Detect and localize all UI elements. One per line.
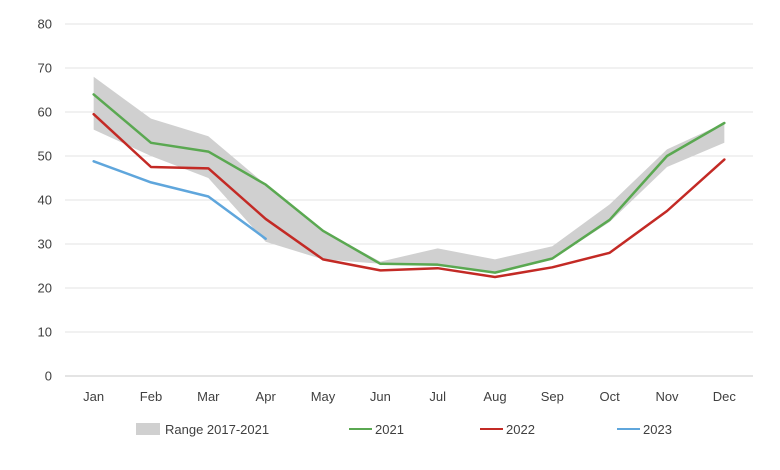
x-tick-label: Feb — [140, 389, 162, 404]
series-line-2022 — [92, 112, 726, 279]
legend-label-2021: 2021 — [375, 422, 404, 437]
legend-label-2022: 2022 — [506, 422, 535, 437]
legend: Range 2017-2021 2021 2022 2023 — [136, 422, 672, 437]
y-tick-label: 50 — [38, 149, 52, 164]
x-tick-label: Nov — [655, 389, 679, 404]
legend-swatch-range — [136, 423, 160, 435]
x-tick-label: Jul — [429, 389, 446, 404]
y-tick-label: 70 — [38, 61, 52, 76]
x-tick-label: Sep — [541, 389, 564, 404]
legend-label-2023: 2023 — [643, 422, 672, 437]
x-tick-label: Dec — [713, 389, 737, 404]
x-tick-label: Jan — [83, 389, 104, 404]
y-tick-label: 40 — [38, 193, 52, 208]
x-tick-label: Oct — [600, 389, 621, 404]
y-tick-label: 60 — [38, 105, 52, 120]
series-line-2021 — [92, 93, 726, 274]
range-band — [93, 76, 725, 273]
x-tick-label: Apr — [256, 389, 277, 404]
y-tick-label: 10 — [38, 325, 52, 340]
x-axis: Jan Feb Mar Apr May Jun Jul Aug Sep Oct Nov Dec — [83, 389, 736, 404]
gridlines — [65, 23, 753, 377]
x-tick-label: Aug — [483, 389, 506, 404]
y-tick-label: 30 — [38, 237, 52, 252]
x-tick-label: Jun — [370, 389, 391, 404]
legend-label-range: Range 2017-2021 — [165, 422, 269, 437]
y-tick-label: 20 — [38, 281, 52, 296]
series-line-2023 — [92, 160, 267, 240]
x-tick-label: Mar — [197, 389, 220, 404]
y-tick-label: 80 — [38, 17, 52, 32]
plot-area — [92, 76, 726, 279]
y-axis: 0 10 20 30 40 50 60 70 80 — [38, 17, 52, 384]
y-tick-label: 0 — [45, 369, 52, 384]
x-tick-label: May — [311, 389, 336, 404]
